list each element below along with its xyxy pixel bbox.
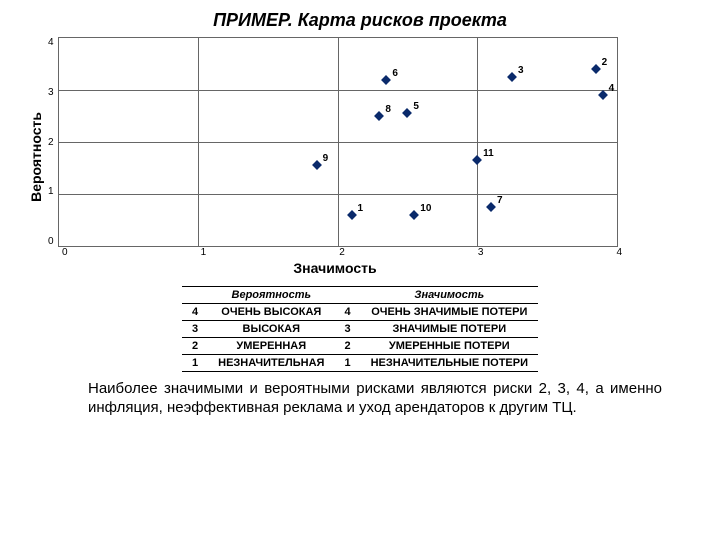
data-point-label: 6: [392, 68, 398, 79]
table-header-row: Вероятность Значимость: [182, 287, 538, 304]
data-point: [598, 90, 608, 100]
level-cell: 3: [182, 321, 208, 338]
data-point-label: 3: [518, 65, 524, 76]
level-cell: 1: [334, 355, 360, 372]
prob-cell: ОЧЕНЬ ВЫСОКАЯ: [208, 304, 334, 321]
ytick: 4: [48, 37, 54, 48]
level-cell: 4: [334, 304, 360, 321]
gridline: [59, 194, 617, 195]
risk-chart: Вероятность 4 3 2 1 0 1234567891011 0 1 …: [28, 37, 702, 276]
level-cell: 2: [182, 338, 208, 355]
x-axis-label: Значимость: [48, 260, 622, 276]
data-point-label: 5: [413, 101, 419, 112]
data-point: [312, 160, 322, 170]
table-row: 1 НЕЗНАЧИТЕЛЬНАЯ 1 НЕЗНАЧИТЕЛЬНЫЕ ПОТЕРИ: [182, 355, 538, 372]
data-point-label: 4: [609, 83, 615, 94]
page-title: ПРИМЕР. Карта рисков проекта: [18, 10, 702, 31]
ytick: 3: [48, 87, 54, 98]
legend-table: Вероятность Значимость 4 ОЧЕНЬ ВЫСОКАЯ 4…: [182, 286, 538, 372]
table-row: 3 ВЫСОКАЯ 3 ЗНАЧИМЫЕ ПОТЕРИ: [182, 321, 538, 338]
table-row: 4 ОЧЕНЬ ВЫСОКАЯ 4 ОЧЕНЬ ЗНАЧИМЫЕ ПОТЕРИ: [182, 304, 538, 321]
ytick: 2: [48, 137, 54, 148]
data-point-label: 9: [323, 153, 329, 164]
y-axis-ticks: 4 3 2 1 0: [48, 37, 58, 247]
level-cell: 1: [182, 355, 208, 372]
sig-cell: ОЧЕНЬ ЗНАЧИМЫЕ ПОТЕРИ: [361, 304, 538, 321]
sig-cell: УМЕРЕННЫЕ ПОТЕРИ: [361, 338, 538, 355]
prob-cell: ВЫСОКАЯ: [208, 321, 334, 338]
data-point-label: 11: [483, 148, 494, 159]
col-header-sig: Значимость: [361, 287, 538, 304]
sig-cell: ЗНАЧИМЫЕ ПОТЕРИ: [361, 321, 538, 338]
xtick: 3: [478, 247, 484, 258]
data-point: [374, 111, 384, 121]
gridline: [59, 90, 617, 91]
xtick: 4: [616, 247, 622, 258]
caption-text: Наиболее значимыми и вероятными рисками …: [88, 380, 662, 418]
data-point-label: 1: [358, 203, 364, 214]
data-point: [486, 202, 496, 212]
plot-area: 1 2 3 4 5 6 7 8 9 10 11: [58, 37, 618, 247]
data-point-label: 2: [602, 57, 608, 68]
prob-cell: УМЕРЕННАЯ: [208, 338, 334, 355]
data-point-label: 7: [497, 195, 503, 206]
table-row: 2 УМЕРЕННАЯ 2 УМЕРЕННЫЕ ПОТЕРИ: [182, 338, 538, 355]
data-point: [507, 72, 517, 82]
data-point: [472, 155, 482, 165]
level-cell: 4: [182, 304, 208, 321]
sig-cell: НЕЗНАЧИТЕЛЬНЫЕ ПОТЕРИ: [361, 355, 538, 372]
ytick: 0: [48, 236, 54, 247]
xtick: 2: [339, 247, 345, 258]
x-axis-ticks: 0 1 2 3 4: [62, 247, 622, 258]
data-point: [409, 210, 419, 220]
ytick: 1: [48, 186, 54, 197]
data-point: [591, 64, 601, 74]
col-header-prob: Вероятность: [208, 287, 334, 304]
xtick: 0: [62, 247, 68, 258]
data-point-label: 10: [420, 203, 431, 214]
data-point: [402, 108, 412, 118]
data-point: [381, 75, 391, 85]
data-point-label: 8: [385, 104, 391, 115]
y-axis-label: Вероятность: [28, 112, 44, 202]
level-cell: 2: [334, 338, 360, 355]
prob-cell: НЕЗНАЧИТЕЛЬНАЯ: [208, 355, 334, 372]
level-cell: 3: [334, 321, 360, 338]
gridline: [59, 142, 617, 143]
xtick: 1: [201, 247, 207, 258]
data-point: [347, 210, 357, 220]
